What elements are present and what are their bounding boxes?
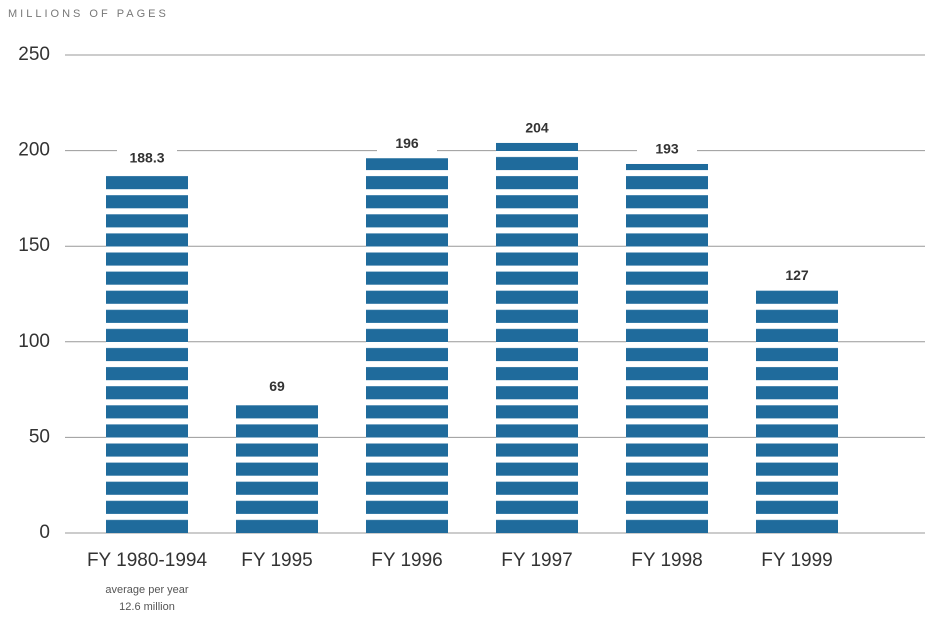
y-axis-label: MILLIONS OF PAGES (8, 8, 169, 20)
x-tick-label: FY 1998 (631, 550, 702, 571)
value-label: 204 (525, 120, 549, 136)
y-tick-label: 0 (39, 522, 50, 543)
value-label-bg (377, 134, 437, 153)
value-label: 193 (655, 141, 679, 157)
y-tick-label: 250 (18, 44, 50, 65)
y-tick-label: 150 (18, 235, 50, 256)
bar (106, 172, 188, 533)
value-label: 196 (395, 135, 419, 151)
y-tick-label: 200 (18, 140, 50, 161)
x-tick-label: FY 1996 (371, 550, 442, 571)
value-label: 69 (269, 378, 285, 394)
bar (366, 158, 448, 534)
bar (626, 163, 708, 533)
value-label-bg (247, 377, 307, 396)
x-tick-label: FY 1995 (241, 550, 312, 571)
bar (236, 401, 318, 533)
x-tick-label: FY 1980-1994 (87, 550, 208, 571)
x-tick-label: FY 1999 (761, 550, 832, 571)
value-label-bg (637, 139, 697, 158)
y-tick-label: 100 (18, 331, 50, 352)
y-tick-label: 50 (29, 426, 50, 447)
value-label-bg (507, 118, 567, 137)
value-label: 188.3 (129, 150, 164, 166)
annotation: 12.6 million (119, 601, 175, 613)
annotation: average per year (105, 584, 188, 596)
bar (756, 290, 838, 533)
bar (496, 142, 578, 533)
value-label-bg (767, 266, 827, 285)
x-tick-label: FY 1997 (501, 550, 572, 571)
value-label-bg (117, 148, 177, 167)
value-label: 127 (785, 267, 809, 283)
